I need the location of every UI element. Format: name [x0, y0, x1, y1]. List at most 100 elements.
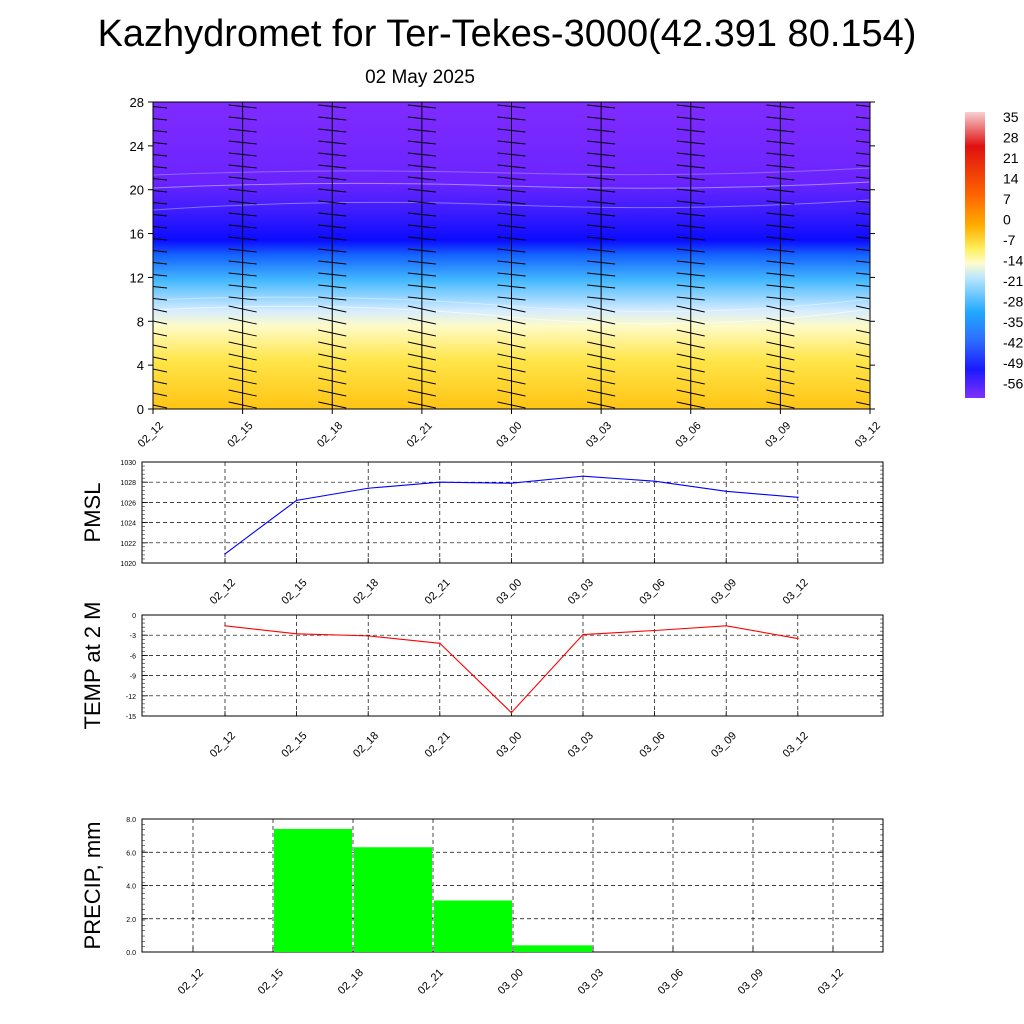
x-tick-label: 02_21	[416, 967, 446, 997]
barb	[587, 200, 616, 205]
barb	[318, 176, 347, 181]
y-tick-label: 1022	[120, 541, 136, 548]
x-tick-label: 03_00	[494, 420, 524, 450]
barb	[587, 296, 616, 301]
barb	[497, 353, 526, 361]
data-point	[295, 499, 298, 502]
barb	[228, 200, 257, 205]
barb	[676, 401, 705, 409]
y-tick-label: 0	[132, 613, 136, 620]
data-point	[653, 629, 656, 632]
barb	[497, 296, 526, 301]
y-tick-label: 2.0	[126, 917, 136, 924]
barb	[497, 260, 526, 265]
x-tick-label: 03_00	[496, 967, 526, 997]
barb	[318, 152, 347, 157]
barb	[497, 248, 526, 253]
colorbar-label: -14	[1003, 253, 1023, 269]
barb	[153, 308, 168, 313]
data-point	[582, 475, 584, 477]
colorbar-label: -28	[1003, 294, 1023, 310]
barb	[407, 377, 436, 385]
chart-title: Kazhydromet for Ter-Tekes-3000(42.391 80…	[98, 13, 917, 55]
barb	[407, 365, 436, 373]
barb	[766, 116, 795, 121]
barb	[153, 368, 168, 373]
barb	[407, 140, 436, 145]
barb	[497, 389, 526, 397]
barb	[766, 296, 795, 301]
x-tick-label: 03_09	[709, 730, 739, 760]
y-tick-label: -15	[126, 714, 136, 721]
barb	[676, 236, 705, 241]
x-tick-label: 03_06	[656, 967, 686, 997]
data-point	[725, 624, 727, 627]
colorbar-label: -49	[1003, 355, 1023, 371]
data-point	[510, 482, 513, 485]
barb	[587, 305, 616, 313]
barb	[766, 176, 795, 181]
barb	[766, 212, 795, 217]
colorbar: 35 28 21 14 7 0 -7 -14 -21 -28 -35 -42 -49 -56	[965, 109, 1023, 398]
barb	[407, 296, 436, 301]
barb	[318, 236, 347, 241]
y-tick-label: 4	[137, 358, 144, 373]
barb	[676, 329, 705, 337]
data-point	[295, 633, 298, 635]
x-tick-label: 02_12	[136, 420, 166, 450]
x-tick-label: 02_15	[256, 967, 286, 997]
barb	[855, 248, 870, 251]
barb	[587, 104, 616, 109]
barb	[676, 164, 705, 169]
x-tick-label: 03_03	[584, 420, 614, 450]
barb	[407, 164, 436, 169]
barb	[153, 166, 168, 169]
barb	[766, 377, 795, 385]
barb	[407, 152, 436, 157]
barb	[153, 118, 168, 121]
y-tick-label: -6	[130, 653, 136, 660]
barb	[587, 116, 616, 121]
y-tick-label: 1028	[120, 480, 136, 487]
barb	[766, 284, 795, 289]
barb	[676, 305, 705, 313]
barb	[318, 224, 347, 229]
barb	[676, 116, 705, 121]
barb	[855, 389, 870, 394]
barb	[497, 116, 526, 121]
barb	[318, 212, 347, 217]
colorbar-label: 28	[1003, 130, 1019, 146]
x-tick-label: 02_18	[351, 730, 381, 760]
x-tick-label: 03_12	[781, 730, 811, 760]
y-tick-label: 1024	[120, 521, 136, 528]
barb	[855, 176, 870, 179]
barb	[587, 365, 616, 373]
barb	[766, 401, 795, 409]
barb	[318, 365, 347, 373]
barb	[407, 224, 436, 229]
data-point	[510, 711, 513, 714]
x-tick-label: 03_00	[494, 577, 524, 607]
barb	[766, 188, 795, 193]
barb	[676, 128, 705, 133]
data-point	[224, 624, 226, 627]
barb	[228, 116, 257, 121]
barb	[676, 152, 705, 157]
barb	[497, 140, 526, 145]
barb	[855, 224, 870, 227]
barb	[676, 188, 705, 193]
barb	[497, 152, 526, 157]
barb	[587, 341, 616, 349]
barb	[587, 164, 616, 169]
barb	[153, 154, 168, 157]
barb	[153, 130, 168, 133]
x-tick-label: 03_06	[637, 577, 667, 607]
y-tick-label: 4.0	[126, 884, 136, 891]
barb	[497, 305, 526, 313]
plot-frame	[141, 461, 884, 564]
barb	[407, 272, 436, 277]
barb	[153, 320, 168, 325]
barb	[766, 260, 795, 265]
y-tick-label: 24	[130, 139, 144, 154]
x-tick-label: 02_18	[351, 577, 381, 607]
